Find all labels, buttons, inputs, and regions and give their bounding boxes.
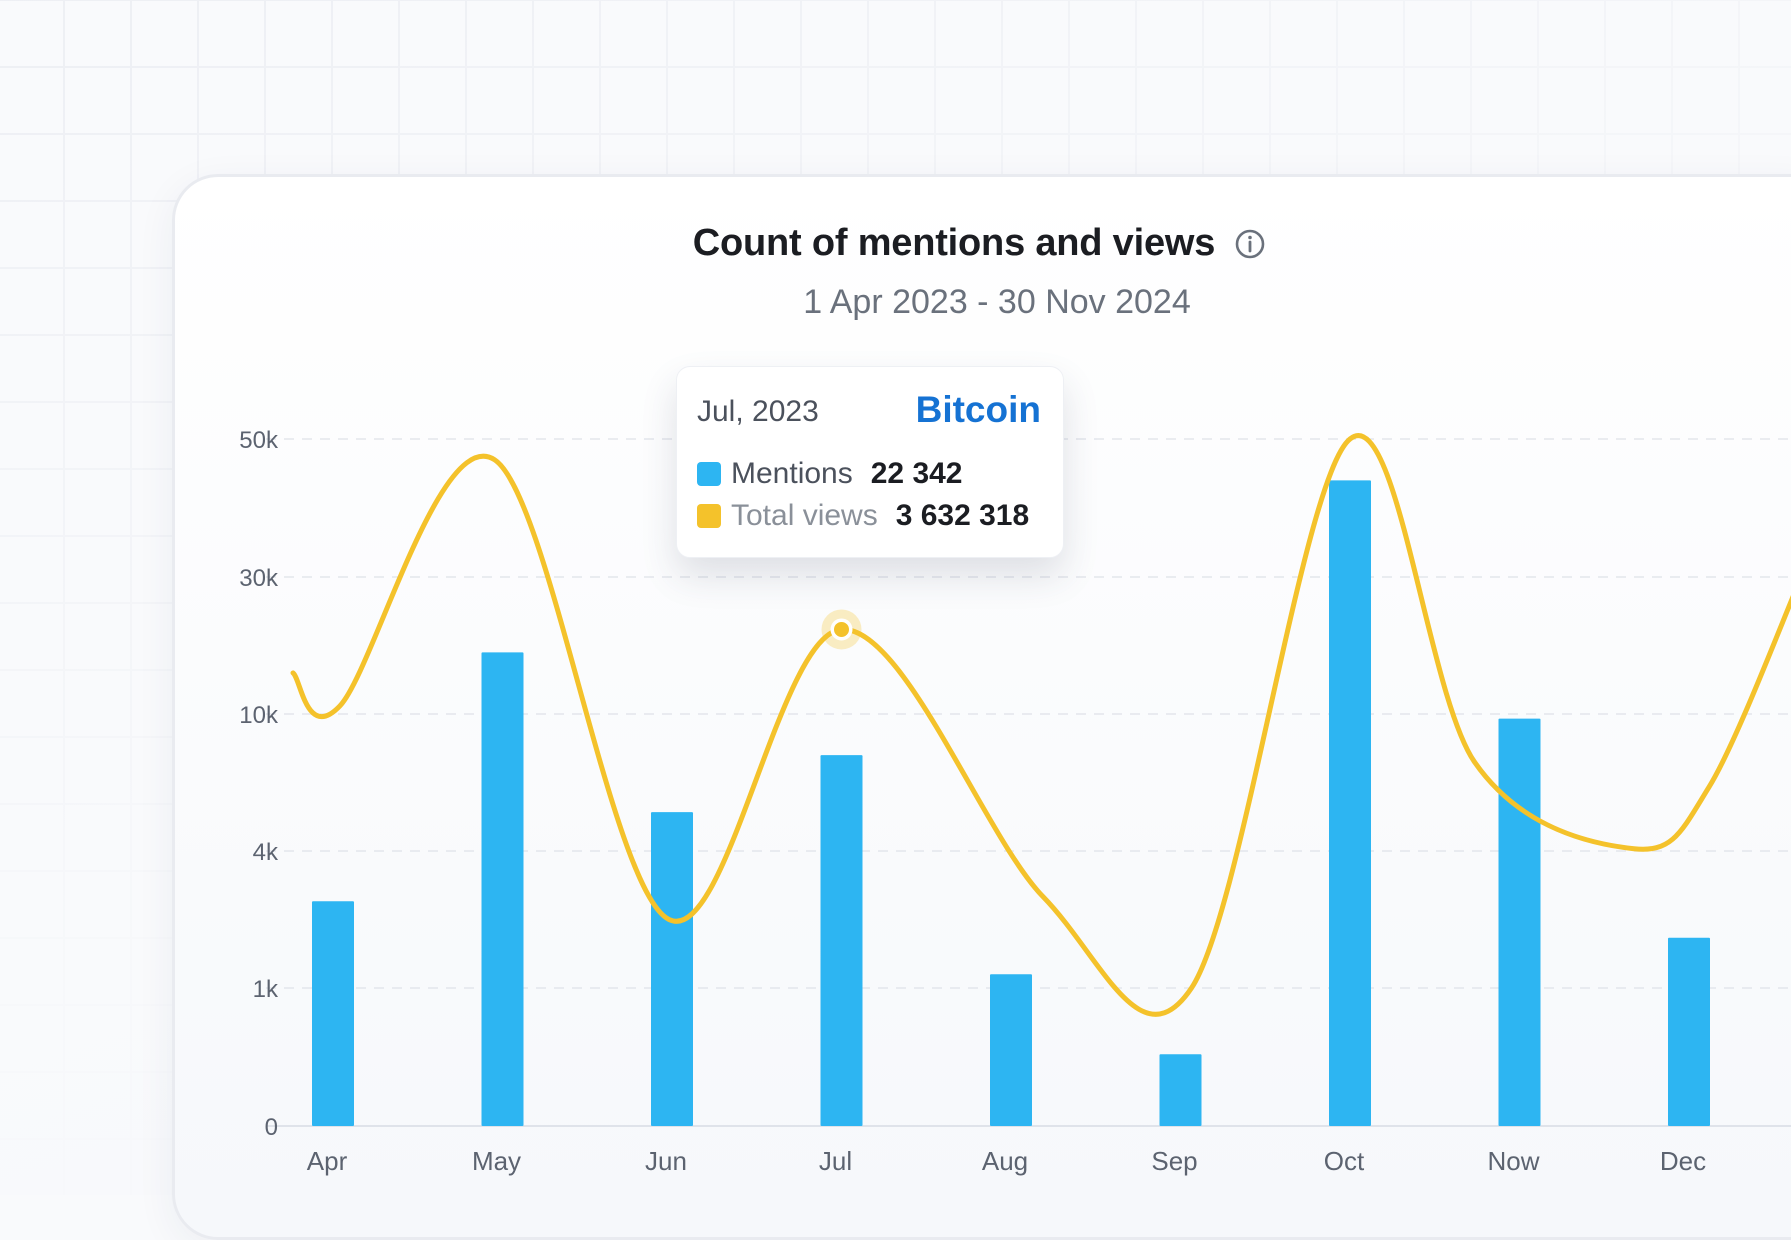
x-tick-label: Jun — [645, 1146, 687, 1176]
x-tick-label: Jul — [819, 1146, 852, 1176]
y-tick-label: 4k — [253, 839, 279, 866]
bar-mentions-may — [481, 652, 524, 1126]
x-tick-label: Now — [1487, 1146, 1539, 1176]
chart-plot: 0 1k 4k 10k 30k 50k Apr May Jun Jul Aug Sep Oct Now De… — [239, 427, 1791, 1176]
highlight-point — [834, 621, 849, 637]
mentions-swatch — [697, 462, 721, 486]
bar-mentions-sep — [1159, 1054, 1202, 1126]
tooltip-label-mentions: Mentions — [731, 457, 853, 490]
tooltip-value-views: 3 632 318 — [895, 499, 1030, 532]
chart-tooltip: Jul, 2023 Bitcoin Mentions 22 342 Total … — [676, 366, 1064, 558]
tooltip-label-views: Total views — [731, 499, 878, 532]
bar-mentions-aug — [990, 974, 1032, 1126]
tooltip-asset: Bitcoin — [915, 389, 1041, 430]
bar-mentions-oct — [1329, 480, 1371, 1126]
y-tick-label: 1k — [253, 976, 279, 1003]
bar-mentions-dec — [1668, 937, 1710, 1126]
info-icon[interactable] — [1233, 227, 1267, 261]
bar-mentions-now — [1498, 718, 1541, 1126]
chart-title: Count of mentions and views — [692, 222, 1216, 264]
chart-date-range: 1 Apr 2023 - 30 Nov 2024 — [803, 283, 1191, 321]
x-tick-label: Apr — [307, 1146, 348, 1176]
tooltip-row-views: Total views 3 632 318 — [697, 499, 1029, 533]
y-tick-label: 0 — [265, 1114, 278, 1141]
chart-header: Count of mentions and views — [0, 222, 1791, 265]
x-tick-label: Sep — [1151, 1146, 1197, 1176]
bar-mentions-jul — [820, 755, 863, 1126]
x-tick-label: Aug — [982, 1146, 1028, 1176]
y-tick-label: 50k — [239, 427, 279, 454]
bar-mentions-jun — [651, 812, 693, 1126]
tooltip-date: Jul, 2023 — [697, 395, 819, 428]
line-total-views — [290, 433, 1791, 1017]
y-tick-label: 10k — [239, 702, 279, 729]
tooltip-value-mentions: 22 342 — [870, 457, 963, 490]
bar-mentions-apr — [312, 901, 354, 1126]
y-tick-label: 30k — [239, 565, 279, 592]
x-tick-label: Dec — [1660, 1146, 1706, 1176]
x-tick-label: May — [472, 1146, 521, 1176]
views-swatch — [697, 504, 721, 528]
x-tick-label: Oct — [1324, 1146, 1365, 1176]
tooltip-row-mentions: Mentions 22 342 — [697, 457, 963, 491]
